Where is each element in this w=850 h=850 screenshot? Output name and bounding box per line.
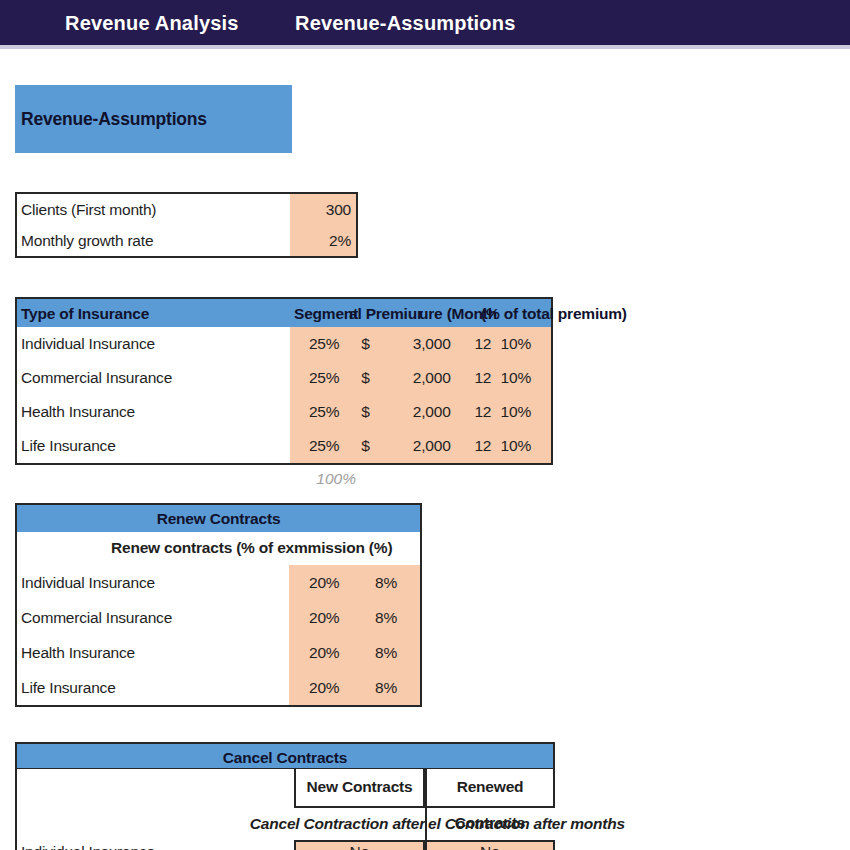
- tenure-cell[interactable]: 12: [454, 395, 496, 429]
- row-label: Individual Insurance: [17, 327, 290, 361]
- tab-revenue-analysis[interactable]: Revenue Analysis: [65, 0, 239, 45]
- cancel-new-cell[interactable]: No: [294, 840, 425, 850]
- segment-cell[interactable]: 25%: [290, 361, 345, 395]
- currency-symbol: $: [361, 361, 369, 395]
- commission-cell[interactable]: 10%: [495, 395, 551, 429]
- row-label: Life Insurance: [17, 670, 289, 705]
- table-row: Health Insurance 20% 8%: [17, 635, 420, 670]
- monthly-growth-rate-label: Monthly growth rate: [17, 225, 290, 256]
- segment-cell[interactable]: 25%: [290, 395, 345, 429]
- row-label: Health Insurance: [17, 395, 290, 429]
- renew-pct-cell[interactable]: 20%: [289, 635, 354, 670]
- premium-value: 2,000: [413, 395, 451, 429]
- row-label: Health Insurance: [17, 635, 289, 670]
- table-row: Individual Insurance 25% $ 3,000 12 10%: [17, 327, 551, 361]
- commission-cell[interactable]: 10%: [495, 327, 551, 361]
- clients-first-month-cell[interactable]: 300: [290, 194, 356, 225]
- tab-revenue-assumptions[interactable]: Revenue-Assumptions: [295, 0, 516, 45]
- insurance-table-header: Type of Insurance Segment al Premiur ure…: [17, 299, 551, 327]
- commission-pct-cell[interactable]: 8%: [354, 600, 420, 635]
- pct-total-premium-header: (% of total premium): [481, 299, 627, 328]
- segment-cell[interactable]: 25%: [290, 429, 345, 463]
- commission-pct-cell[interactable]: 8%: [354, 565, 420, 600]
- cancel-after-months-header-clipped: Cancel Contraction after: [17, 808, 425, 839]
- renew-table-subheader: Renew contracts (% of ex mmission (%): [17, 532, 420, 565]
- tab-bar-divider: [0, 45, 850, 49]
- row-label: Life Insurance: [17, 429, 290, 463]
- cancel-renewed-cell[interactable]: No: [425, 840, 555, 850]
- renew-pct-cell[interactable]: 20%: [289, 600, 354, 635]
- row-label: Commercial Insurance: [17, 600, 289, 635]
- segment-cell[interactable]: 25%: [290, 327, 345, 361]
- premium-cell[interactable]: $ 2,000: [344, 395, 453, 429]
- currency-symbol: $: [361, 327, 369, 361]
- premium-value: 2,000: [413, 361, 451, 395]
- commission-pct-header-clipped: mmission (%): [294, 532, 392, 563]
- annual-premium-header-clipped: al Premiur: [349, 299, 423, 328]
- insurance-table: Type of Insurance Segment al Premiur ure…: [15, 297, 553, 465]
- renew-pct-cell[interactable]: 20%: [289, 670, 354, 705]
- table-row: Commercial Insurance 25% $ 2,000 12 10%: [17, 361, 551, 395]
- currency-symbol: $: [361, 429, 369, 463]
- table-row: Commercial Insurance 20% 8%: [17, 600, 420, 635]
- commission-pct-cell[interactable]: 8%: [354, 670, 420, 705]
- clients-first-month-label: Clients (First month): [17, 194, 290, 225]
- tenure-cell[interactable]: 12: [454, 327, 496, 361]
- renew-contracts-table: Renew Contracts Renew contracts (% of ex…: [15, 503, 422, 707]
- page-title-box: Revenue-Assumptions: [15, 85, 292, 153]
- currency-symbol: $: [361, 395, 369, 429]
- commission-cell[interactable]: 10%: [495, 361, 551, 395]
- premium-value: 2,000: [413, 429, 451, 463]
- table-row: Health Insurance 25% $ 2,000 12 10%: [17, 395, 551, 429]
- clients-table: Clients (First month) 300 Monthly growth…: [15, 192, 358, 258]
- tenure-cell[interactable]: 12: [454, 361, 496, 395]
- renewed-contracts-header: Renewed Contracts: [425, 769, 555, 808]
- tenure-cell[interactable]: 12: [454, 429, 496, 463]
- renew-contracts-title: Renew Contracts: [17, 505, 420, 532]
- commission-cell[interactable]: 10%: [495, 429, 551, 463]
- cancel-contracts-table: Cancel Contracts New Contracts Renewed C…: [15, 742, 553, 850]
- premium-cell[interactable]: $ 2,000: [344, 361, 453, 395]
- table-row: Life Insurance 20% 8%: [17, 670, 420, 705]
- table-row: Life Insurance 25% $ 2,000 12 10%: [17, 429, 551, 463]
- type-of-insurance-header: Type of Insurance: [21, 299, 149, 328]
- premium-cell[interactable]: $ 3,000: [344, 327, 453, 361]
- commission-pct-cell[interactable]: 8%: [354, 635, 420, 670]
- page-title: Revenue-Assumptions: [21, 109, 207, 130]
- segment-total: 100%: [291, 464, 356, 494]
- premium-value: 3,000: [413, 327, 451, 361]
- cancel-contracts-title: Cancel Contracts: [17, 742, 555, 769]
- new-contracts-header: New Contracts: [294, 769, 425, 808]
- table-row: Clients (First month) 300: [17, 194, 356, 225]
- table-row: Monthly growth rate 2%: [17, 225, 356, 256]
- row-label: Commercial Insurance: [17, 361, 290, 395]
- spreadsheet-page: Revenue Analysis Revenue-Assumptions Rev…: [0, 0, 850, 850]
- cancel-table-subheader: Cancel Contraction after el Contraction …: [17, 808, 555, 841]
- renew-pct-header-clipped: Renew contracts (% of ex: [17, 532, 294, 563]
- table-row: Individual Insurance 20% 8%: [17, 565, 420, 600]
- row-label: Individual Insurance: [17, 565, 289, 600]
- monthly-growth-rate-cell[interactable]: 2%: [290, 225, 356, 256]
- row-label: Individual Insurance: [21, 841, 155, 850]
- premium-cell[interactable]: $ 2,000: [344, 429, 453, 463]
- renew-pct-cell[interactable]: 20%: [289, 565, 354, 600]
- cancel-after-months-header-clipped-2: el Contraction after months: [428, 808, 625, 839]
